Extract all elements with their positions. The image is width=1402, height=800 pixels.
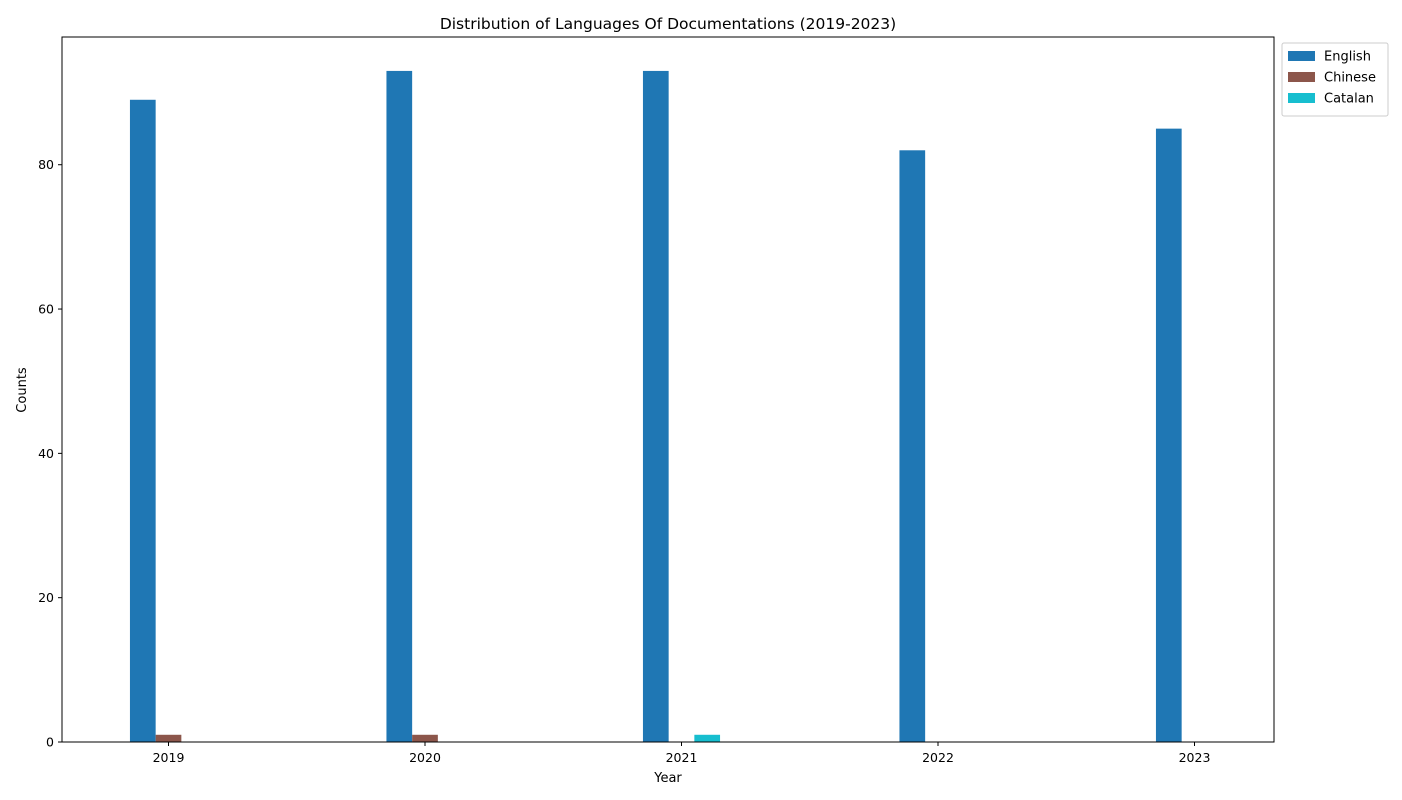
y-tick-label: 80: [38, 157, 54, 172]
bar-chinese-2019: [155, 734, 182, 742]
legend-label-catalan: Catalan: [1324, 92, 1374, 107]
x-axis-title: Year: [653, 771, 682, 786]
legend-swatch-chinese: [1288, 72, 1315, 82]
bar-chinese-2020: [412, 734, 438, 742]
x-tick-label: 2022: [922, 750, 954, 765]
y-tick-label: 20: [38, 590, 54, 605]
y-tick-label: 0: [46, 735, 54, 750]
x-tick-label: 2021: [666, 750, 698, 765]
x-tick-label: 2019: [153, 750, 185, 765]
y-axis-title: Counts: [15, 367, 30, 413]
bar-english-2022: [899, 150, 926, 743]
bar-english-2019: [129, 99, 156, 742]
y-tick-label: 60: [38, 302, 54, 317]
x-tick-label: 2023: [1179, 750, 1211, 765]
bar-english-2021: [642, 70, 669, 743]
x-tick-label: 2020: [409, 750, 441, 765]
legend-label-chinese: Chinese: [1324, 71, 1376, 86]
bar-catalan-2021: [694, 734, 721, 742]
legend: English Chinese Catalan: [1281, 42, 1389, 117]
legend-swatch-catalan: [1288, 93, 1315, 103]
bar-english-2023: [1155, 128, 1182, 742]
bars-group: [129, 70, 1182, 743]
y-tick-label: 40: [38, 446, 54, 461]
bar-english-2020: [386, 70, 413, 743]
chart-title: Distribution of Languages Of Documentati…: [440, 15, 896, 33]
y-axis: 0 20 40 60 80: [38, 157, 62, 750]
legend-label-english: English: [1324, 50, 1371, 65]
x-axis: 2019 2020 2021 2022 2023: [153, 742, 1211, 765]
plot-area-frame: [61, 36, 1275, 743]
legend-swatch-english: [1288, 51, 1315, 61]
